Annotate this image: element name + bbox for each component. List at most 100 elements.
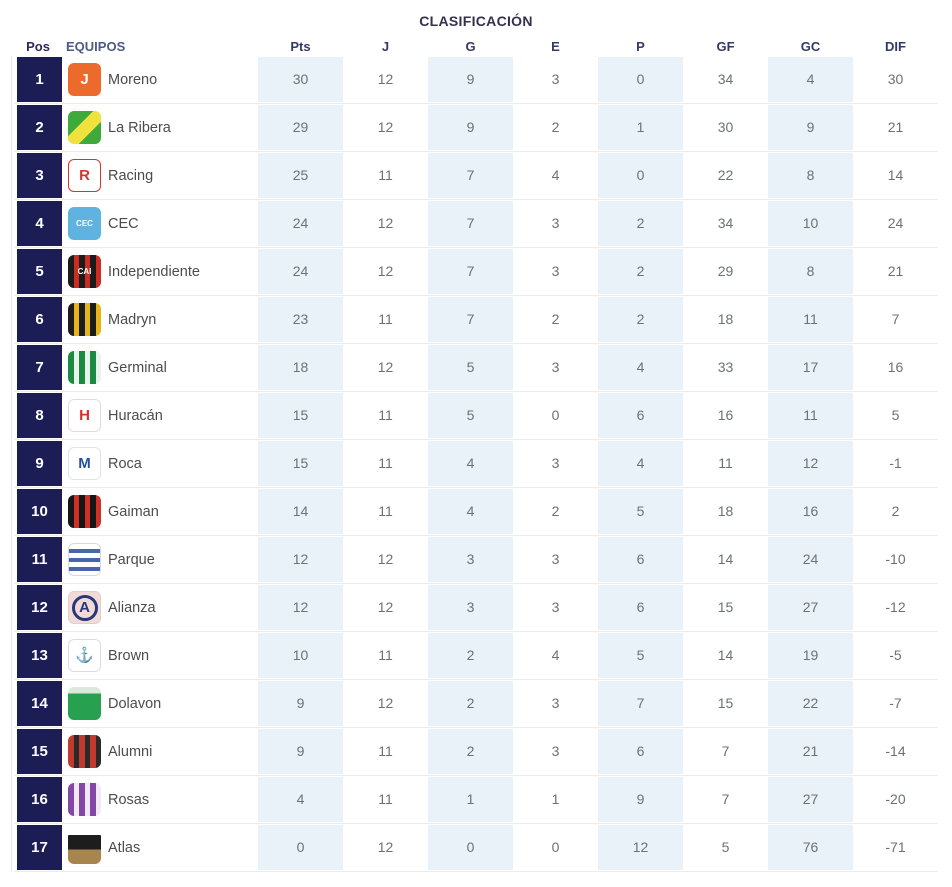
team-cell[interactable]: CEC CEC <box>62 201 258 246</box>
wins-cell: 7 <box>428 201 513 246</box>
team-cell[interactable]: Germinal <box>62 345 258 390</box>
table-row[interactable]: 15 Alumni 9 11 2 3 6 7 21 -14 <box>14 729 938 777</box>
team-cell[interactable]: ⚓ Brown <box>62 633 258 678</box>
played-cell: 11 <box>378 743 393 759</box>
table-row[interactable]: 5 CAI Independiente 24 12 7 3 2 29 8 21 <box>14 249 938 297</box>
team-cell[interactable]: Parque <box>62 537 258 582</box>
team-cell[interactable]: CAI Independiente <box>62 249 258 294</box>
team-name: Moreno <box>108 71 158 88</box>
table-row[interactable]: 7 Germinal 18 12 5 3 4 33 17 16 <box>14 345 938 393</box>
team-name: La Ribera <box>108 119 171 136</box>
col-header-dif: DIF <box>885 39 906 54</box>
losses-cell: 4 <box>598 345 683 390</box>
table-row[interactable]: 3 R Racing 25 11 7 4 0 22 8 14 <box>14 153 938 201</box>
team-cell[interactable]: Madryn <box>62 297 258 342</box>
table-row[interactable]: 13 ⚓ Brown 10 11 2 4 5 14 19 -5 <box>14 633 938 681</box>
table-row[interactable]: 14 Dolavon 9 12 2 3 7 15 22 -7 <box>14 681 938 729</box>
team-name: Parque <box>108 551 155 568</box>
losses-cell: 0 <box>598 57 683 102</box>
played-cell: 11 <box>378 455 393 471</box>
team-name: Roca <box>108 455 142 472</box>
badge-letter: CAI <box>77 266 92 276</box>
played-cell: 11 <box>378 311 393 327</box>
position-badge: 5 <box>17 249 62 294</box>
goals-against-cell: 4 <box>768 57 853 102</box>
position-badge: 12 <box>17 585 62 630</box>
draws-cell: 3 <box>551 551 560 567</box>
goals-for-cell: 30 <box>717 119 734 135</box>
team-cell[interactable]: H Huracán <box>62 393 258 438</box>
alumni-crest <box>68 735 101 768</box>
team-cell[interactable]: Rosas <box>62 777 258 822</box>
col-header-pts: Pts <box>290 39 311 54</box>
points-cell: 30 <box>258 57 343 102</box>
goals-for-cell: 16 <box>717 407 734 423</box>
team-cell[interactable]: Dolavon <box>62 681 258 726</box>
goal-diff-cell: -1 <box>889 455 902 471</box>
losses-cell: 1 <box>598 105 683 150</box>
team-cell[interactable]: M Roca <box>62 441 258 486</box>
badge-letter: R <box>79 167 90 184</box>
position-badge: 8 <box>17 393 62 438</box>
table-row[interactable]: 16 Rosas 4 11 1 1 9 7 27 -20 <box>14 777 938 825</box>
losses-cell: 0 <box>598 153 683 198</box>
page-title: CLASIFICACIÓN <box>419 13 533 29</box>
goal-diff-cell: 21 <box>887 263 904 279</box>
position-badge: 16 <box>17 777 62 822</box>
team-name: Racing <box>108 167 154 184</box>
table-row[interactable]: 8 H Huracán 15 11 5 0 6 16 11 5 <box>14 393 938 441</box>
goal-diff-cell: 7 <box>891 311 900 327</box>
table-row[interactable]: 1 J Moreno 30 12 9 3 0 34 4 30 <box>14 57 938 105</box>
table-row[interactable]: 6 Madryn 23 11 7 2 2 18 11 7 <box>14 297 938 345</box>
played-cell: 12 <box>377 839 394 855</box>
table-row[interactable]: 11 Parque 12 12 3 3 6 14 24 -10 <box>14 537 938 585</box>
independiente-crest: CAI <box>68 255 101 288</box>
team-cell[interactable]: Atlas <box>62 825 258 870</box>
losses-cell: 5 <box>598 489 683 534</box>
draws-cell: 2 <box>551 119 560 135</box>
position-badge: 6 <box>17 297 62 342</box>
wins-cell: 4 <box>428 489 513 534</box>
team-cell[interactable]: J Moreno <box>62 57 258 102</box>
goals-against-cell: 11 <box>768 393 853 438</box>
team-cell[interactable]: Gaiman <box>62 489 258 534</box>
table-row[interactable]: 10 Gaiman 14 11 4 2 5 18 16 2 <box>14 489 938 537</box>
team-cell[interactable]: R Racing <box>62 153 258 198</box>
wins-cell: 5 <box>428 393 513 438</box>
points-cell: 25 <box>258 153 343 198</box>
played-cell: 12 <box>377 695 394 711</box>
table-row[interactable]: 9 M Roca 15 11 4 3 4 11 12 -1 <box>14 441 938 489</box>
goal-diff-cell: -12 <box>885 599 906 615</box>
points-cell: 15 <box>258 441 343 486</box>
wins-cell: 7 <box>428 249 513 294</box>
table-row[interactable]: 2 La Ribera 29 12 9 2 1 30 9 21 <box>14 105 938 153</box>
table-row[interactable]: 12 A Alianza 12 12 3 3 6 15 27 -12 <box>14 585 938 633</box>
team-cell[interactable]: A Alianza <box>62 585 258 630</box>
goals-for-cell: 34 <box>717 215 734 231</box>
wins-cell: 0 <box>428 825 513 870</box>
played-cell: 11 <box>378 647 393 663</box>
position-badge: 3 <box>17 153 62 198</box>
played-cell: 11 <box>378 407 393 423</box>
points-cell: 0 <box>258 825 343 870</box>
points-cell: 10 <box>258 633 343 678</box>
roca-crest: M <box>68 447 101 480</box>
wins-cell: 2 <box>428 729 513 774</box>
draws-cell: 2 <box>551 503 560 519</box>
position-badge: 15 <box>17 729 62 774</box>
losses-cell: 7 <box>598 681 683 726</box>
team-cell[interactable]: Alumni <box>62 729 258 774</box>
badge-letter: A <box>71 594 98 621</box>
played-cell: 12 <box>377 263 394 279</box>
table-row[interactable]: 4 CEC CEC 24 12 7 3 2 34 10 24 <box>14 201 938 249</box>
goals-for-cell: 7 <box>721 743 730 759</box>
played-cell: 11 <box>378 167 393 183</box>
team-cell[interactable]: La Ribera <box>62 105 258 150</box>
points-cell: 4 <box>258 777 343 822</box>
goals-against-cell: 16 <box>768 489 853 534</box>
table-row[interactable]: 17 Atlas 0 12 0 0 12 5 76 -71 <box>14 825 938 873</box>
draws-cell: 0 <box>551 407 560 423</box>
goals-against-cell: 10 <box>768 201 853 246</box>
played-cell: 11 <box>378 791 393 807</box>
